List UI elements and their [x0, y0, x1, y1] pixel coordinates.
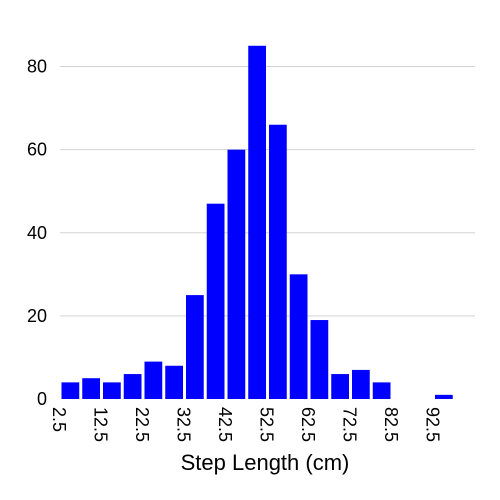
- x-tick-label: 32.5: [174, 407, 194, 442]
- bar: [269, 124, 287, 399]
- x-tick-label: 42.5: [215, 407, 235, 442]
- x-axis-title: Step Length (cm): [181, 450, 350, 475]
- bar: [123, 374, 142, 399]
- gridlines: [60, 66, 475, 317]
- bar: [435, 394, 453, 399]
- x-tick-label: 62.5: [298, 407, 318, 442]
- y-tick-label: 40: [27, 223, 47, 243]
- x-tick-label: 72.5: [340, 407, 360, 442]
- bar: [372, 382, 391, 399]
- bar: [310, 320, 329, 399]
- bar: [289, 274, 308, 399]
- bar: [206, 203, 225, 399]
- x-tick-label: 12.5: [91, 407, 111, 442]
- x-axis-ticks: 2.5 12.5 22.5 32.5 42.5 52.5 62.5 72.5 82.5 92.5: [49, 407, 443, 442]
- y-axis-ticks: 0 20 40 60 80: [27, 57, 47, 409]
- bar: [165, 365, 183, 399]
- x-tick-label: 2.5: [49, 407, 69, 432]
- y-tick-label: 20: [27, 306, 47, 326]
- bar: [352, 369, 370, 399]
- bar: [144, 361, 163, 399]
- bar: [82, 378, 100, 399]
- x-tick-label: 52.5: [257, 407, 277, 442]
- y-tick-label: 0: [37, 389, 47, 409]
- bar: [186, 295, 204, 399]
- bar: [61, 382, 80, 399]
- y-tick-label: 60: [27, 140, 47, 160]
- bar: [227, 149, 246, 399]
- y-tick-label: 80: [27, 57, 47, 77]
- bar: [103, 382, 121, 399]
- x-tick-label: 22.5: [132, 407, 152, 442]
- x-tick-label: 82.5: [381, 407, 401, 442]
- bars: [61, 45, 453, 400]
- x-tick-label: 92.5: [423, 407, 443, 442]
- bar: [248, 45, 266, 400]
- bar: [331, 374, 349, 399]
